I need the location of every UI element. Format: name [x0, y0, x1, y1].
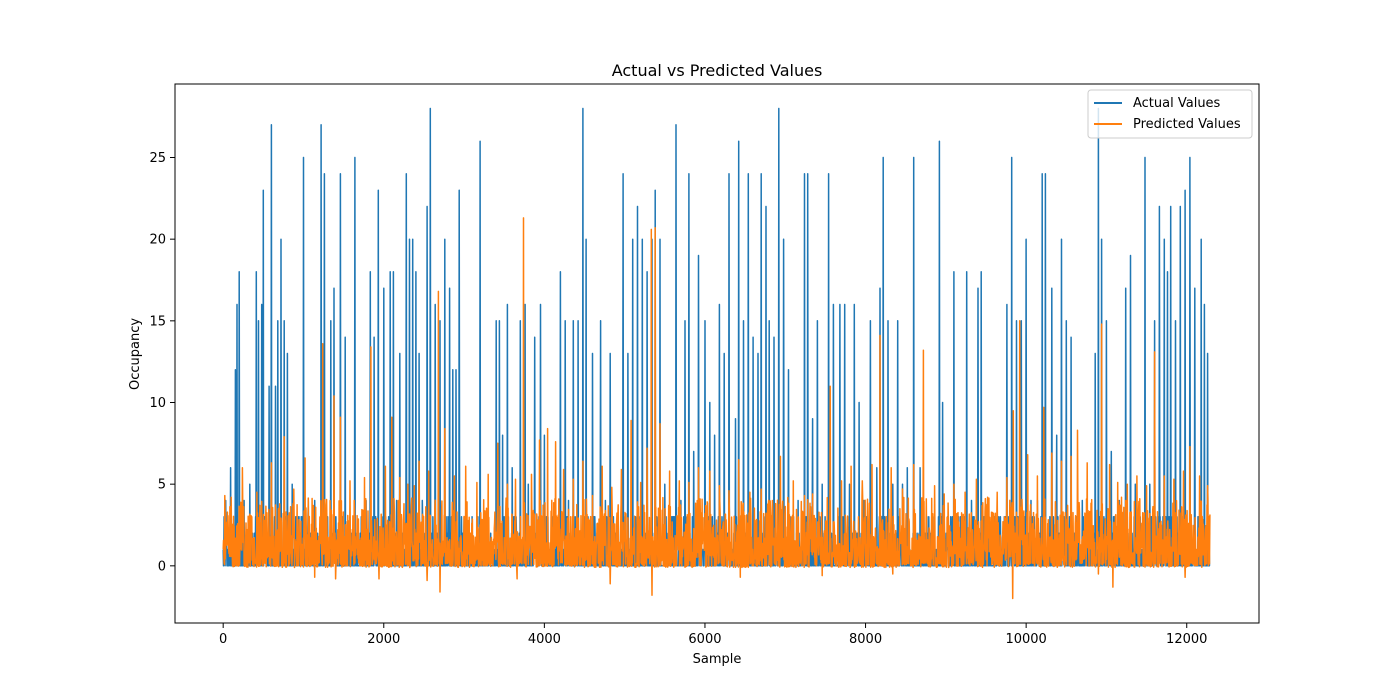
x-tick-label: 10000: [1005, 632, 1046, 647]
x-axis-label: Sample: [693, 652, 742, 667]
x-tick-label: 12000: [1166, 632, 1207, 647]
y-tick-label: 25: [149, 151, 166, 166]
legend-label-predicted: Predicted Values: [1133, 117, 1241, 132]
y-tick-label: 20: [149, 233, 166, 248]
x-tick-label: 6000: [688, 632, 721, 647]
series-layer: [222, 107, 1211, 600]
series-line-predicted: [222, 217, 1211, 600]
legend-box: [1087, 89, 1253, 139]
x-tick-label: 2000: [367, 632, 400, 647]
y-axis: 0 5 10 15 20 25: [149, 151, 175, 574]
y-tick-label: 15: [149, 314, 166, 329]
x-tick-label: 4000: [528, 632, 561, 647]
y-axis-label: Occupancy: [128, 318, 143, 390]
y-tick-label: 0: [158, 559, 166, 574]
y-tick-label: 5: [158, 478, 166, 493]
x-axis: 0 2000 4000 6000 8000 10000 12000: [219, 623, 1207, 647]
legend-label-actual: Actual Values: [1133, 96, 1221, 111]
x-tick-label: 8000: [849, 632, 882, 647]
legend: Actual Values Predicted Values: [1087, 89, 1253, 139]
chart-title: Actual vs Predicted Values: [612, 61, 823, 80]
plot-frame: [174, 83, 1260, 624]
x-tick-label: 0: [219, 632, 227, 647]
y-tick-label: 10: [149, 396, 166, 411]
